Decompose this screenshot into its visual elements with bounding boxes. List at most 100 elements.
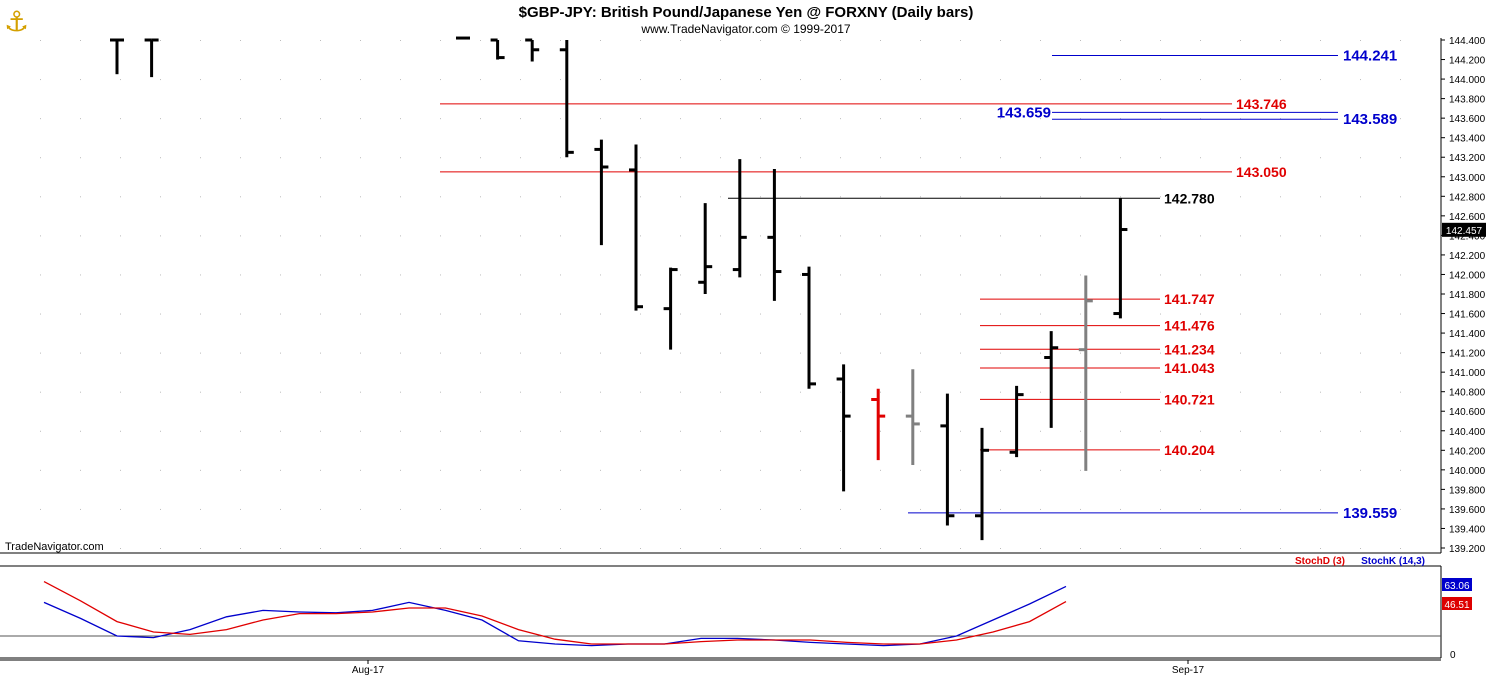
- grid-dot: [840, 313, 841, 315]
- grid-dot: [880, 118, 881, 120]
- grid-dot: [720, 157, 721, 159]
- grid-dot: [760, 469, 761, 471]
- grid-dot: [800, 548, 801, 549]
- grid-dot: [200, 196, 201, 198]
- grid-dot: [440, 157, 441, 159]
- grid-dot: [760, 548, 761, 549]
- grid-dot: [1400, 196, 1401, 198]
- level-label: 141.476: [1164, 318, 1215, 334]
- grid-dot: [600, 430, 601, 432]
- grid-dot: [840, 352, 841, 354]
- grid-dot: [160, 469, 161, 471]
- grid-dot: [720, 391, 721, 393]
- grid-dot: [320, 391, 321, 393]
- grid-dot: [480, 274, 481, 276]
- grid-dot: [920, 157, 921, 159]
- grid-dot: [240, 352, 241, 354]
- grid-dot: [1160, 157, 1161, 159]
- grid-dot: [240, 196, 241, 198]
- grid-dot: [760, 40, 761, 41]
- grid-dot: [480, 508, 481, 510]
- grid-dot: [1360, 118, 1361, 120]
- grid-dot: [1360, 352, 1361, 354]
- grid-dot: [920, 352, 921, 354]
- grid-dot: [480, 157, 481, 159]
- grid-dot: [200, 118, 201, 120]
- grid-dot: [360, 548, 361, 549]
- grid-dot: [1360, 79, 1361, 81]
- stochd-line: [43, 581, 1067, 645]
- price-tick-label: 142.000: [1449, 270, 1486, 281]
- grid-dot: [160, 352, 161, 354]
- grid-dot: [360, 157, 361, 159]
- grid-dot: [40, 430, 41, 432]
- level-label: 144.241: [1343, 48, 1397, 65]
- grid-dot: [400, 118, 401, 120]
- grid-dot: [320, 313, 321, 315]
- grid-dot: [760, 508, 761, 510]
- time-label-aug: Aug-17: [352, 665, 385, 676]
- grid-dot: [200, 508, 201, 510]
- stochastic-panel: [0, 566, 1441, 658]
- grid-dot: [960, 157, 961, 159]
- grid-dot: [560, 430, 561, 432]
- grid-dot: [120, 274, 121, 276]
- grid-dot: [480, 391, 481, 393]
- ohlc-bar: [490, 38, 505, 60]
- grid-dot: [840, 548, 841, 549]
- grid-dot: [1080, 118, 1081, 120]
- grid-dot: [640, 469, 641, 471]
- grid-dot: [680, 391, 681, 393]
- grid-dot: [1360, 548, 1361, 549]
- grid-dot: [560, 548, 561, 549]
- grid-dot: [600, 469, 601, 471]
- grid-dot: [280, 235, 281, 237]
- grid-dot: [1040, 118, 1041, 120]
- price-tick-label: 141.600: [1449, 310, 1486, 321]
- grid-dot: [1360, 40, 1361, 41]
- grid-dot: [280, 157, 281, 159]
- grid-dot: [1040, 157, 1041, 159]
- grid-dot: [80, 469, 81, 471]
- grid-dot: [520, 235, 521, 237]
- price-tick-label: 143.800: [1449, 95, 1486, 106]
- grid-dot: [680, 352, 681, 354]
- grid-dot: [1360, 235, 1361, 237]
- grid-dot: [1000, 508, 1001, 510]
- grid-dot: [160, 157, 161, 159]
- grid-dot: [760, 430, 761, 432]
- grid-dot: [1000, 274, 1001, 276]
- level-label: 140.721: [1164, 391, 1215, 407]
- grid-dot: [1280, 313, 1281, 315]
- grid-dot: [880, 313, 881, 315]
- grid-dot: [160, 118, 161, 120]
- grid-dot: [1160, 313, 1161, 315]
- grid-dot: [1400, 430, 1401, 432]
- grid-dot: [1240, 430, 1241, 432]
- grid-dot: [760, 196, 761, 198]
- price-tick-label: 140.400: [1449, 427, 1486, 438]
- grid-dot: [1080, 469, 1081, 471]
- grid-dot: [520, 118, 521, 120]
- price-grid: [40, 40, 1401, 549]
- ohlc-bar: [525, 38, 540, 62]
- grid-dot: [640, 391, 641, 393]
- price-tick-label: 141.800: [1449, 290, 1486, 301]
- grid-dot: [1040, 40, 1041, 41]
- grid-dot: [1160, 118, 1161, 120]
- ohlc-bar: [871, 388, 886, 461]
- grid-dot: [1320, 157, 1321, 159]
- grid-dot: [840, 157, 841, 159]
- grid-dot: [1160, 196, 1161, 198]
- level-label: 143.659: [997, 104, 1051, 121]
- grid-dot: [400, 391, 401, 393]
- ohlc-bar: [663, 267, 678, 350]
- grid-dot: [120, 118, 121, 120]
- grid-dot: [1240, 548, 1241, 549]
- grid-dot: [720, 469, 721, 471]
- grid-dot: [1040, 430, 1041, 432]
- time-label-sep: Sep-17: [1172, 665, 1205, 676]
- price-levels: 144.241 143.746 143.659 143.589 143.050 142.7…: [440, 48, 1397, 522]
- grid-dot: [1400, 118, 1401, 120]
